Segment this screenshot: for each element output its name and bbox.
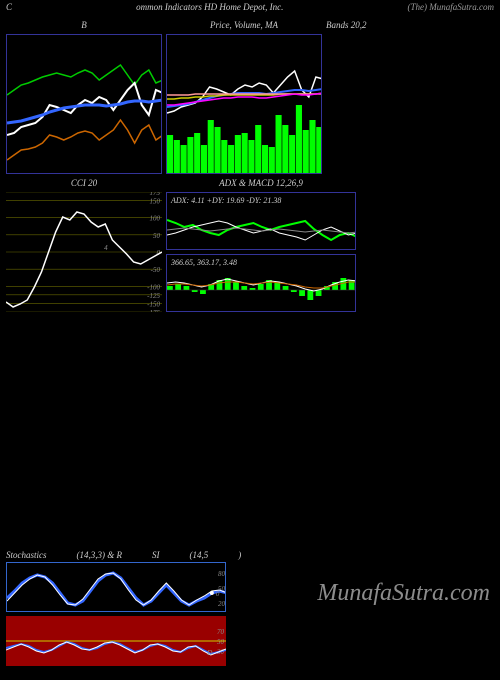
svg-text:-175: -175	[147, 309, 160, 312]
svg-text:D: D	[206, 649, 212, 657]
stoch-title-5: )	[238, 550, 241, 560]
svg-text:-50: -50	[151, 266, 161, 274]
cci-chart-box: CCI 20 175150100500-50-100-125-150-1754	[6, 178, 162, 312]
bands-label-box: Bands 20,2	[326, 20, 369, 174]
svg-text:4: 4	[104, 244, 108, 252]
svg-text:100: 100	[150, 215, 161, 223]
stoch-title-4: (14,5	[190, 550, 209, 560]
svg-text:175: 175	[150, 192, 161, 197]
top-charts-row: B Price, Volume, MA Bands 20,2	[0, 20, 500, 174]
svg-text:70: 70	[217, 628, 225, 636]
cci-chart-title: CCI 20	[6, 178, 162, 190]
middle-charts-row: CCI 20 175150100500-50-100-125-150-1754 …	[0, 178, 500, 312]
price-chart-title: Price, Volume, MA	[166, 20, 322, 32]
svg-text:366.65, 363.17, 3.48: 366.65, 363.17, 3.48	[170, 258, 237, 267]
stoch-title-3: SI	[152, 550, 160, 560]
bands-chart	[6, 34, 162, 174]
stoch-title-2: (14,3,3) & R	[77, 550, 123, 560]
svg-text:20: 20	[218, 600, 226, 608]
bands-params-title: Bands 20,2	[326, 20, 369, 32]
page-header: C ommon Indicators HD Home Depot, Inc. (…	[0, 0, 500, 14]
svg-text:80: 80	[218, 570, 226, 578]
svg-text:150: 150	[150, 198, 161, 206]
adx-chart: ADX: 4.11 +DY: 19.69 -DY: 21.38	[166, 192, 356, 250]
bands-chart-box: B	[6, 20, 162, 174]
stoch-title-1: Stochastics	[6, 550, 47, 560]
svg-text:-100: -100	[147, 283, 160, 291]
svg-text:50: 50	[217, 638, 225, 646]
stochastics-section: Stochastics (14,3,3) & R SI (14,5 ) 80 50…	[6, 550, 494, 666]
price-chart-box: Price, Volume, MA	[166, 20, 322, 174]
bands-chart-title: B	[6, 20, 162, 32]
watermark: MunafaSutra.com	[317, 580, 490, 607]
macd-chart: 366.65, 363.17, 3.48	[166, 254, 356, 312]
svg-text:-125: -125	[147, 292, 160, 300]
rsi-chart: 705030D	[6, 616, 226, 666]
price-chart	[166, 34, 322, 174]
header-right: (The) MunafaSutra.com	[408, 2, 495, 12]
adx-macd-box: ADX & MACD 12,26,9 ADX: 4.11 +DY: 19.69 …	[166, 178, 356, 312]
svg-text:0: 0	[216, 590, 220, 598]
svg-text:-150: -150	[147, 300, 160, 308]
adx-macd-title: ADX & MACD 12,26,9	[166, 178, 356, 190]
svg-text:50: 50	[153, 232, 161, 240]
cci-chart: 175150100500-50-100-125-150-1754	[6, 192, 162, 312]
stochastics-chart: 8050200	[6, 562, 226, 612]
svg-text:ADX: 4.11 +DY: 19.69 -DY: 21.3: ADX: 4.11 +DY: 19.69 -DY: 21.38	[170, 196, 281, 205]
header-center: ommon Indicators HD Home Depot, Inc.	[12, 2, 407, 12]
stochastics-title-row: Stochastics (14,3,3) & R SI (14,5 )	[6, 550, 494, 560]
